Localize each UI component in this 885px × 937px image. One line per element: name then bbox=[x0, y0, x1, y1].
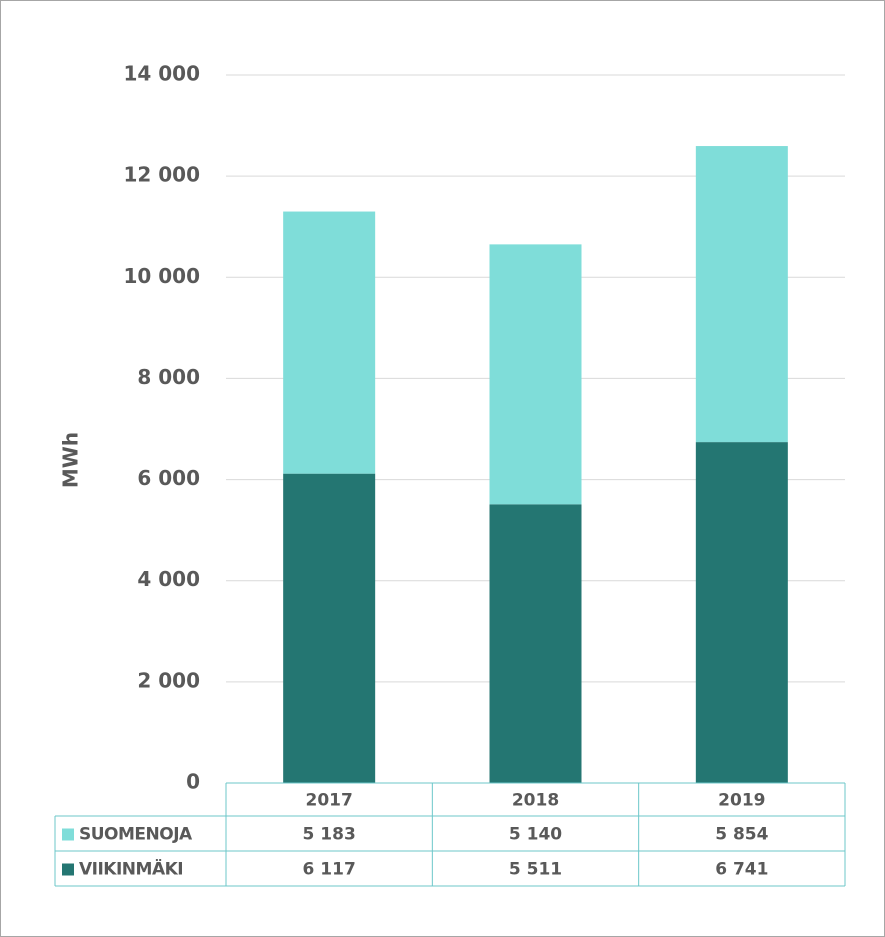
legend-label: SUOMENOJA bbox=[79, 825, 193, 845]
y-tick-label: 4 000 bbox=[137, 567, 200, 591]
x-tick-label: 2017 bbox=[306, 791, 353, 811]
y-tick-label: 12 000 bbox=[123, 163, 200, 187]
legend-swatch bbox=[62, 828, 74, 841]
data-label: 5 140 bbox=[509, 825, 562, 845]
legend-label: VIIKINMÄKI bbox=[79, 858, 183, 880]
data-label: 6 741 bbox=[715, 860, 768, 880]
data-label: 5 854 bbox=[715, 825, 768, 845]
y-tick-label: 6 000 bbox=[137, 466, 200, 490]
bar-segment bbox=[283, 473, 376, 783]
y-tick-label: 8 000 bbox=[137, 365, 200, 389]
bar-segment bbox=[283, 211, 376, 474]
x-tick-label: 2018 bbox=[512, 791, 559, 811]
bar-segment bbox=[695, 442, 788, 783]
y-axis-label: MWh bbox=[59, 432, 83, 488]
bar-segment bbox=[489, 244, 582, 505]
legend-swatch bbox=[62, 863, 74, 876]
data-label: 5 511 bbox=[509, 860, 562, 880]
y-tick-label: 14 000 bbox=[123, 62, 200, 86]
data-label: 5 183 bbox=[303, 825, 356, 845]
x-tick-label: 2019 bbox=[718, 791, 765, 811]
data-label: 6 117 bbox=[303, 860, 356, 880]
bar-segment bbox=[489, 504, 582, 783]
y-tick-label: 0 bbox=[186, 770, 200, 794]
y-tick-label: 2 000 bbox=[137, 668, 200, 692]
bar-segment bbox=[695, 146, 788, 443]
y-tick-label: 10 000 bbox=[123, 264, 200, 288]
